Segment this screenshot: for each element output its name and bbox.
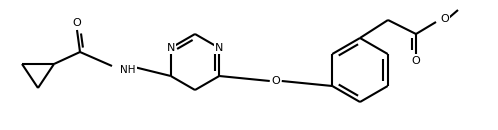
Text: O: O [412, 56, 420, 66]
Text: O: O [440, 14, 449, 24]
Text: NH: NH [120, 65, 135, 75]
Text: O: O [73, 18, 81, 28]
Text: N: N [215, 43, 224, 53]
Text: N: N [166, 43, 175, 53]
Text: O: O [271, 76, 280, 86]
